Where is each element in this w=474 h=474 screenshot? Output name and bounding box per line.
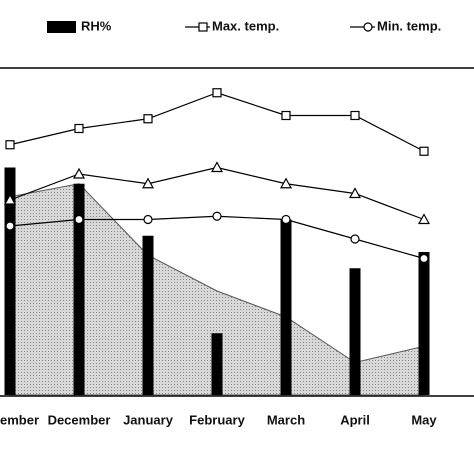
marker-circle [212, 211, 222, 221]
marker-triangle [348, 187, 362, 199]
x-tick-label: January [123, 412, 174, 427]
marker-circle [350, 234, 360, 244]
x-tick-label: April [340, 412, 370, 427]
bar [4, 167, 16, 395]
x-tick-label: May [411, 412, 437, 427]
marker-circle [419, 253, 429, 264]
marker-circle [74, 214, 84, 225]
marker-square [143, 114, 153, 124]
marker-triangle [279, 177, 293, 189]
marker-circle [5, 221, 15, 231]
marker-square [5, 140, 15, 150]
bar [418, 252, 430, 395]
marker-triangle [141, 177, 155, 189]
line [9, 92, 425, 152]
marker-square [419, 146, 429, 156]
legend-label: RH% [81, 18, 112, 33]
bar [211, 333, 223, 395]
legend-label: Min. temp. [377, 18, 441, 33]
marker-circle [143, 214, 153, 225]
marker-circle [281, 214, 291, 225]
x-tick-label: March [267, 412, 305, 427]
x-tick-label: December [48, 412, 111, 427]
bar [73, 183, 85, 395]
legend-marker [363, 22, 373, 32]
legend-marker [198, 22, 208, 32]
marker-triangle [417, 213, 431, 225]
marker-triangle [72, 167, 86, 179]
x-tick-label: February [189, 412, 245, 427]
bar [142, 235, 154, 395]
marker-square [350, 110, 360, 121]
legend-label: Max. temp. [212, 18, 279, 33]
legend-swatch [47, 21, 76, 33]
marker-square [281, 110, 291, 121]
marker-triangle [3, 193, 17, 205]
bar [349, 268, 361, 395]
marker-square [212, 88, 222, 98]
bar [280, 219, 292, 395]
x-tick-label: ember [0, 412, 39, 427]
marker-square [74, 123, 84, 134]
marker-triangle [210, 161, 224, 173]
